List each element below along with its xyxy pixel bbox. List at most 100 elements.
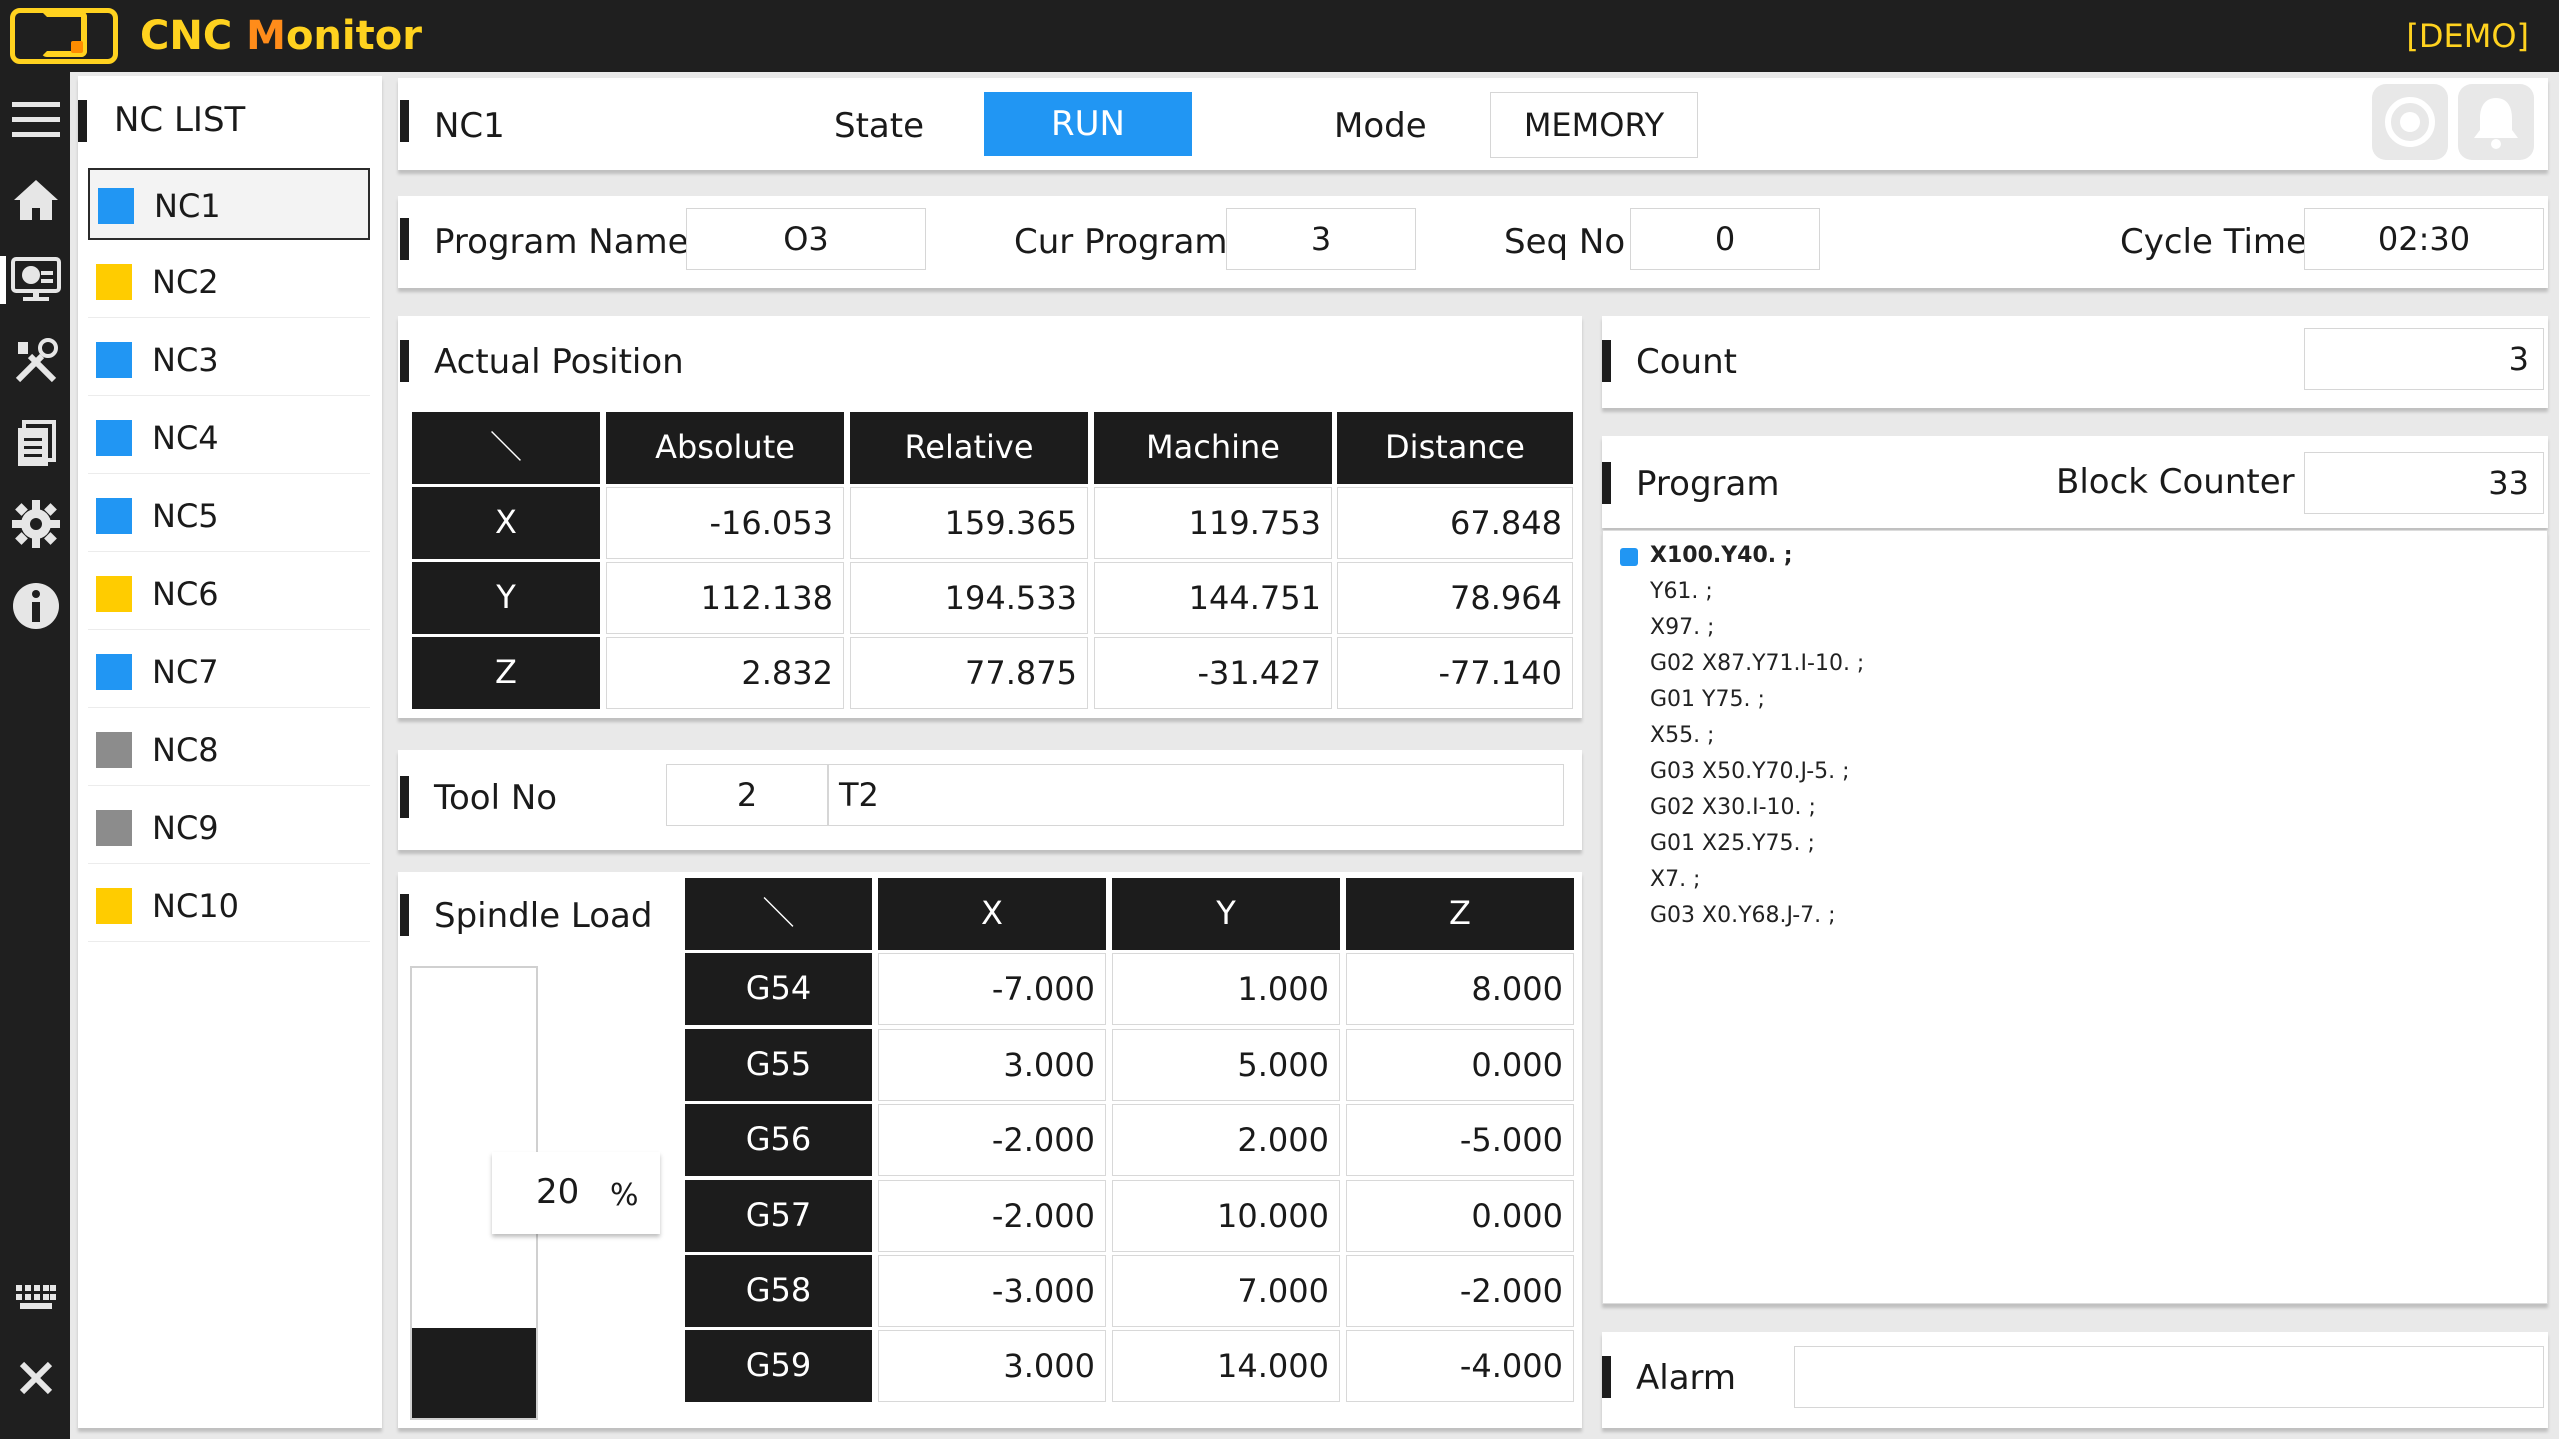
program-listing: X100.Y40. ; Y61. ; X97. ; G02 X87.Y71.I-10.… [1620, 538, 1864, 934]
program-label: Program [1636, 464, 1780, 504]
section-marker [400, 218, 409, 260]
nc-status-indicator [96, 810, 132, 846]
keyboard-icon[interactable] [8, 1270, 64, 1326]
alarm-value [1794, 1346, 2544, 1408]
spindle-load-readout: 20 % [492, 1152, 660, 1234]
nc-list-item-label: NC10 [152, 887, 239, 925]
position-value-cell: 194.533 [850, 562, 1088, 634]
mode-value: MEMORY [1490, 92, 1698, 158]
nc-status-indicator [96, 342, 132, 378]
position-value-cell: 78.964 [1337, 562, 1573, 634]
offset-code-label: G59 [685, 1330, 872, 1402]
block-counter-value: 33 [2304, 452, 2544, 514]
cycle-time-value: 02:30 [2304, 208, 2544, 270]
nc-list-item-label: NC3 [152, 341, 219, 379]
nc-list-item-nc5[interactable]: NC5 [88, 480, 370, 552]
position-axis-label: Z [412, 637, 600, 709]
offset-value-cell: 8.000 [1346, 953, 1574, 1025]
nc-list-item-label: NC2 [152, 263, 219, 301]
offset-table-corner: ＼ [685, 878, 872, 950]
position-value-cell: -31.427 [1094, 637, 1332, 709]
bell-icon[interactable] [2458, 84, 2534, 160]
home-icon[interactable] [8, 172, 64, 228]
nc-list-item-nc2[interactable]: NC2 [88, 246, 370, 318]
program-line: X7. ; [1650, 867, 1701, 892]
offset-value-cell: -2.000 [878, 1104, 1106, 1176]
offset-value-cell: 7.000 [1112, 1255, 1340, 1327]
section-marker [1602, 462, 1611, 504]
nc-name-title: NC1 [434, 106, 505, 146]
tool-no-label: Tool No [434, 778, 558, 818]
monitor-icon[interactable] [0, 252, 64, 308]
offset-code-label: G55 [685, 1029, 872, 1101]
program-line: X97. ; [1650, 615, 1715, 640]
position-value-cell: -77.140 [1337, 637, 1573, 709]
nc-list-item-label: NC1 [154, 187, 221, 225]
program-line: X55. ; [1650, 723, 1715, 748]
position-value-cell: 159.365 [850, 487, 1088, 559]
position-value-cell: 77.875 [850, 637, 1088, 709]
actual-position-title: Actual Position [434, 342, 684, 382]
cur-program-value: 3 [1226, 208, 1416, 270]
seq-no-value: 0 [1630, 208, 1820, 270]
offset-column-header: Z [1346, 878, 1574, 950]
nc-list-panel: NC LIST NC1 NC2 NC3 NC4 NC5 NC6 NC7 NC8 NC9 NC10 [78, 76, 382, 1428]
program-line: G03 X50.Y70.J-5. ; [1650, 759, 1850, 784]
offset-value-cell: 10.000 [1112, 1180, 1340, 1252]
nc-list-item-nc8[interactable]: NC8 [88, 714, 370, 786]
position-value-cell: 112.138 [606, 562, 844, 634]
nc-list-item-nc6[interactable]: NC6 [88, 558, 370, 630]
program-name-value: O3 [686, 208, 926, 270]
offset-code-label: G54 [685, 953, 872, 1025]
offset-value-cell: -4.000 [1346, 1330, 1574, 1402]
offset-value-cell: 3.000 [878, 1029, 1106, 1101]
nc-list-item-nc1[interactable]: NC1 [88, 168, 370, 240]
offset-value-cell: 1.000 [1112, 953, 1340, 1025]
program-listing-panel[interactable] [1602, 530, 2548, 1304]
position-value-cell: 144.751 [1094, 562, 1332, 634]
section-marker [400, 894, 409, 936]
offset-value-cell: -3.000 [878, 1255, 1106, 1327]
program-line-current: X100.Y40. ; [1620, 538, 1864, 574]
nc-list-item-nc4[interactable]: NC4 [88, 402, 370, 474]
gear-icon[interactable] [8, 496, 64, 552]
offset-value-cell: 0.000 [1346, 1180, 1574, 1252]
position-column-header: Relative [850, 412, 1088, 484]
info-icon[interactable] [8, 578, 64, 634]
program-line: G02 X87.Y71.I-10. ; [1650, 651, 1865, 676]
count-label: Count [1636, 342, 1737, 382]
offset-code-label: G57 [685, 1180, 872, 1252]
app-logo [10, 8, 118, 64]
section-marker [1602, 340, 1611, 382]
offset-value-cell: -7.000 [878, 953, 1106, 1025]
nc-list-title: NC LIST [114, 100, 246, 140]
offset-value-cell: 2.000 [1112, 1104, 1340, 1176]
close-icon[interactable] [8, 1350, 64, 1406]
program-line: G01 X25.Y75. ; [1650, 831, 1815, 856]
position-column-header: Machine [1094, 412, 1332, 484]
offset-code-label: G58 [685, 1255, 872, 1327]
mode-label: Mode [1334, 106, 1427, 146]
refresh-icon[interactable] [2372, 84, 2448, 160]
seq-no-label: Seq No [1504, 222, 1626, 262]
nc-status-indicator [98, 188, 134, 224]
nc-status-indicator [96, 498, 132, 534]
nc-list-item-label: NC8 [152, 731, 219, 769]
cycle-time-label: Cycle Time [2120, 222, 2307, 262]
nc-list-item-nc3[interactable]: NC3 [88, 324, 370, 396]
offset-value-cell: 5.000 [1112, 1029, 1340, 1101]
menu-icon[interactable] [8, 92, 64, 148]
offset-column-header: X [878, 878, 1106, 950]
offset-value-cell: -2.000 [1346, 1255, 1574, 1327]
nc-list-item-nc7[interactable]: NC7 [88, 636, 370, 708]
section-marker [400, 100, 409, 142]
cur-program-label: Cur Program [1014, 222, 1228, 262]
offset-value-cell: -2.000 [878, 1180, 1106, 1252]
nc-list-item-nc9[interactable]: NC9 [88, 792, 370, 864]
document-icon[interactable] [8, 416, 64, 472]
tools-icon[interactable] [8, 334, 64, 390]
nc-list-item-nc10[interactable]: NC10 [88, 870, 370, 942]
program-line: G02 X30.I-10. ; [1650, 795, 1816, 820]
offset-code-label: G56 [685, 1104, 872, 1176]
position-value-cell: 119.753 [1094, 487, 1332, 559]
